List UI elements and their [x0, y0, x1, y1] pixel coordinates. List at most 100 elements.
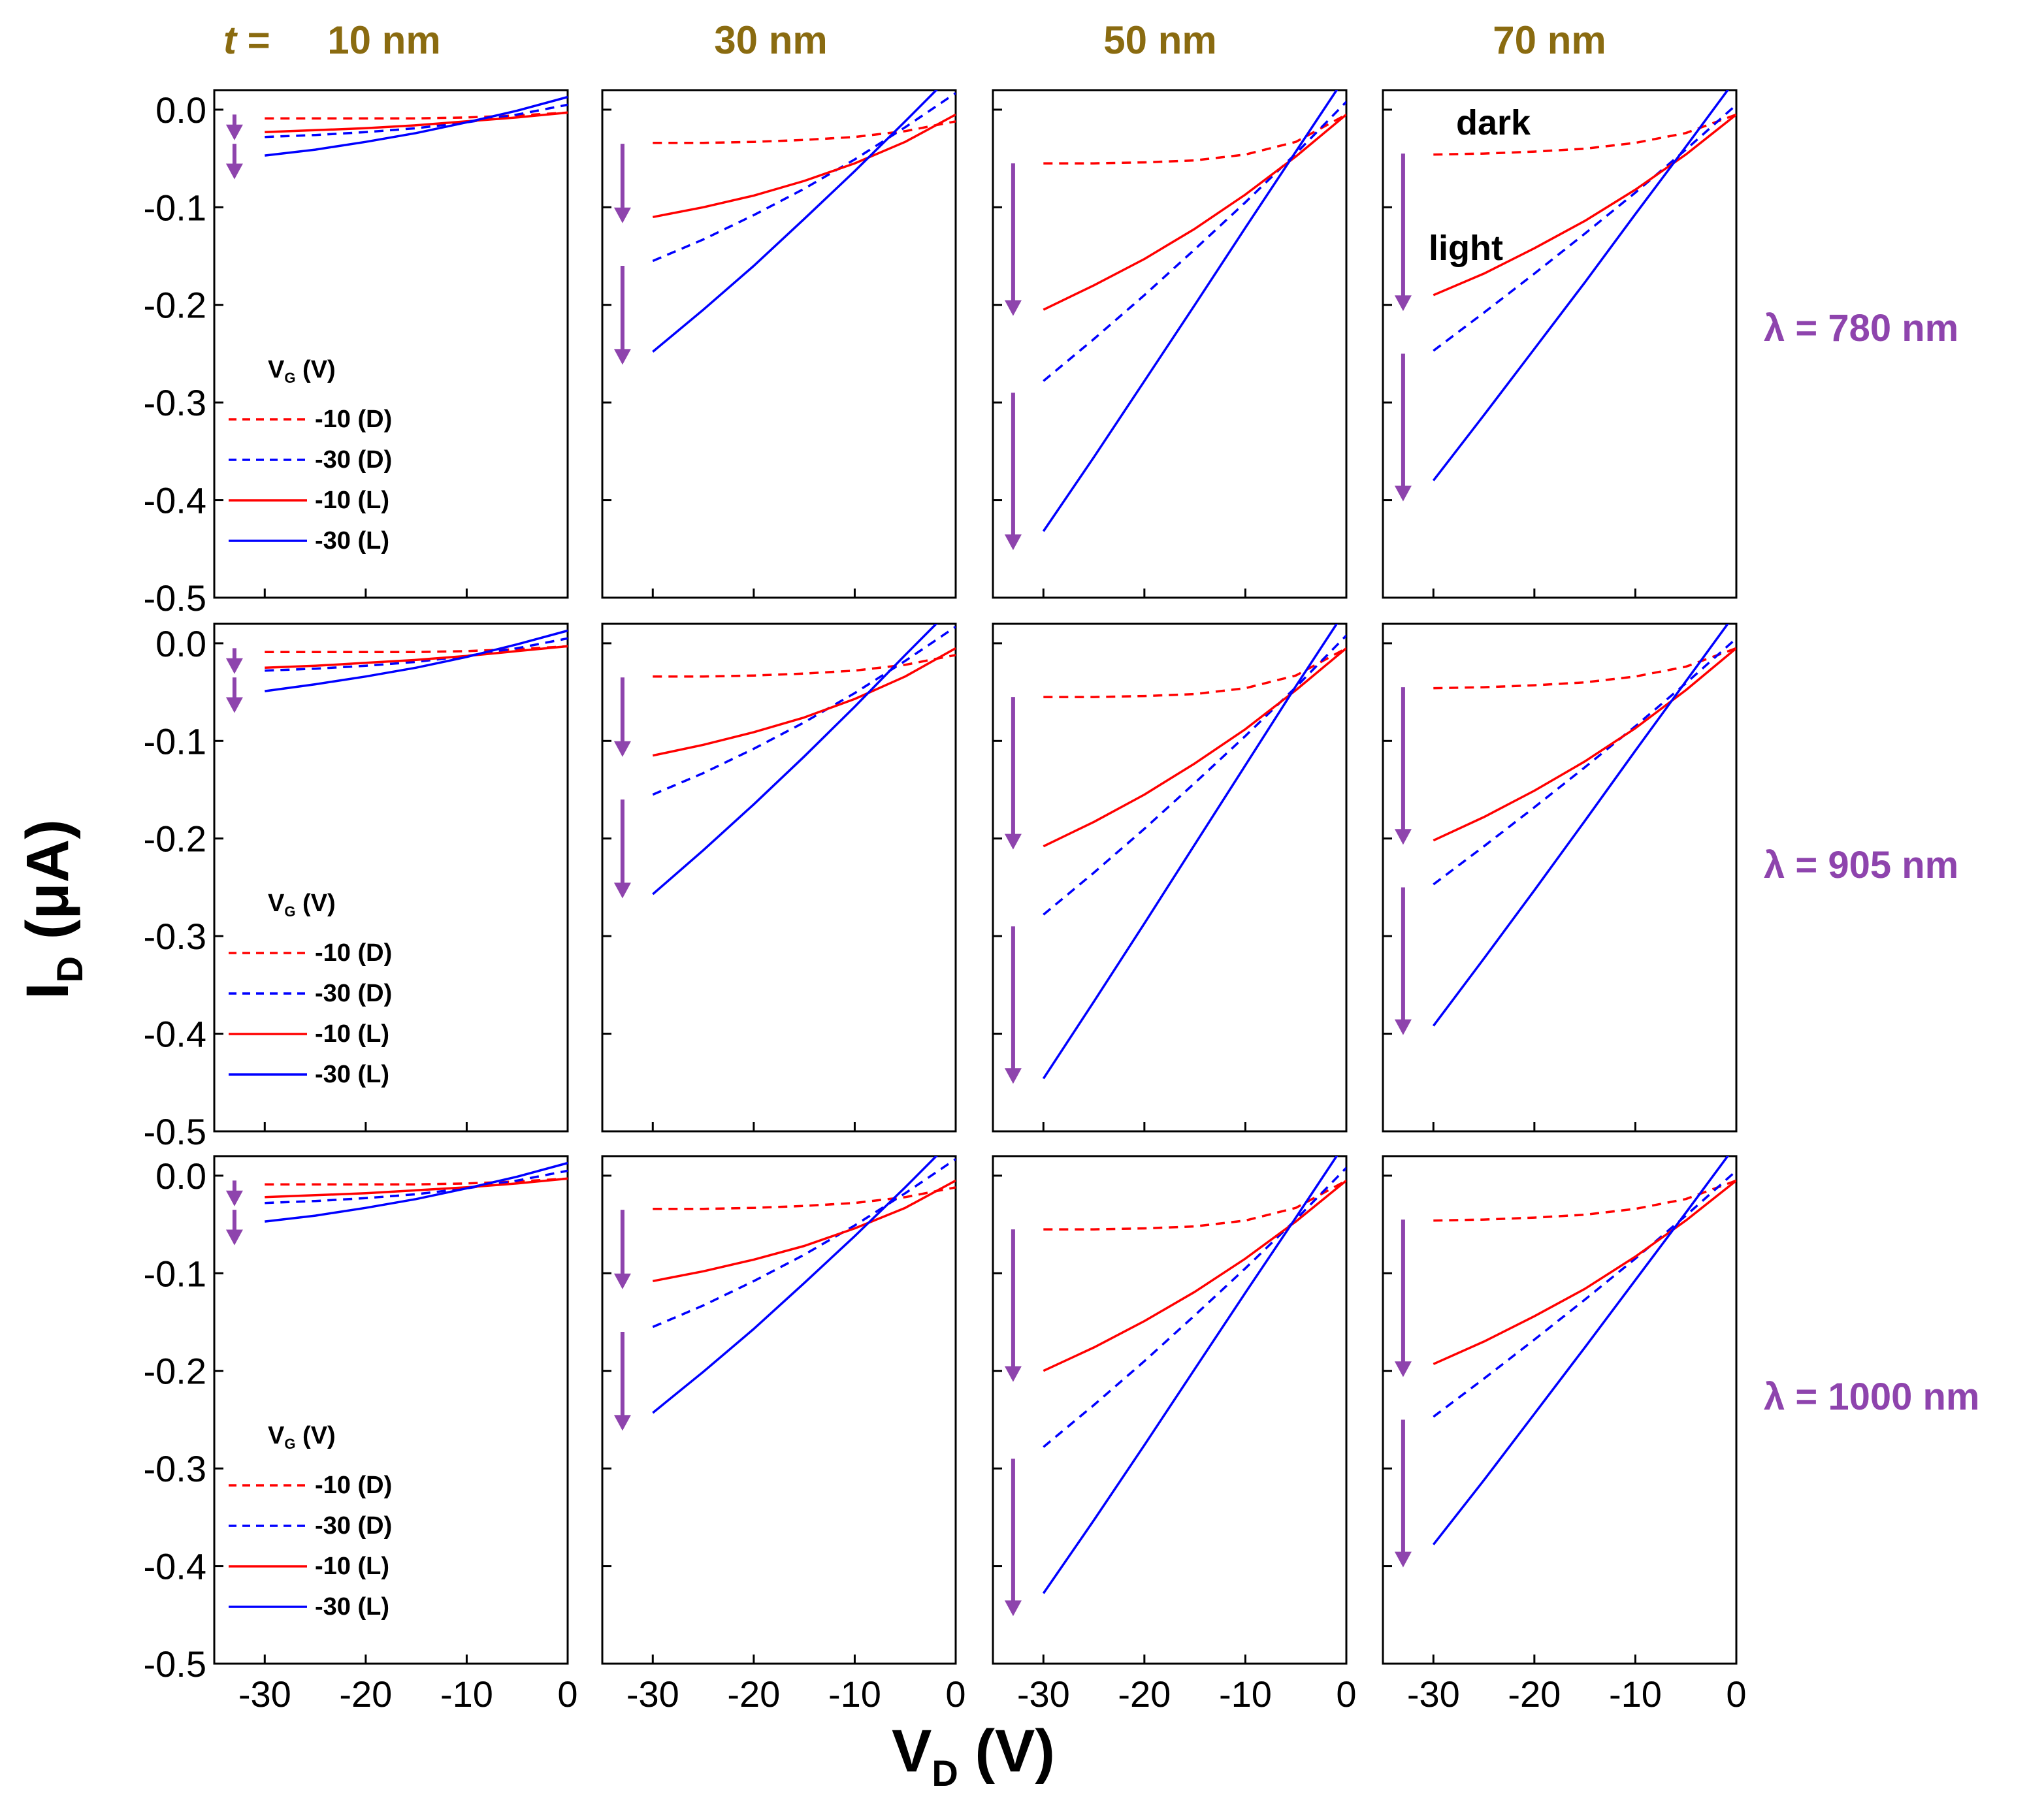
y-tick-label: -0.3	[144, 916, 207, 957]
series-line	[652, 113, 956, 219]
series-line	[1042, 90, 1338, 532]
col-title-70nm: 70 nm	[1493, 18, 1606, 62]
series-line	[653, 120, 956, 144]
x-tick-label: -10	[1609, 1673, 1662, 1715]
series-group	[1432, 1156, 1736, 1545]
col-title-50nm: 50 nm	[1103, 18, 1216, 62]
legend: VG (V) -10 (D) -30 (D) -10 (L) -30 (L)	[229, 890, 392, 1088]
row-title-780nm: λ = 780 nm	[1764, 307, 1958, 349]
y-tick-label: -0.4	[144, 480, 207, 521]
series-line	[265, 111, 568, 134]
series-line	[1043, 1167, 1346, 1448]
legend-title-main: V	[268, 890, 285, 917]
series-line	[652, 1179, 956, 1283]
arrow-head	[1004, 1068, 1022, 1084]
panels: 0.0 -0.1 -0.2 -0.3 -0.4 -0.5 VG (V) -10 (D) -30 …	[144, 89, 1747, 1715]
panel-r3-c3: -30 -20 -10 0	[992, 1155, 1357, 1715]
series-line	[265, 1169, 568, 1204]
series-line	[265, 637, 568, 672]
series-line	[1043, 647, 1346, 698]
panel-frame	[601, 1155, 957, 1665]
series-group	[1042, 90, 1346, 532]
x-tick-label: -20	[1118, 1673, 1171, 1715]
panel-r1-c3	[992, 89, 1348, 599]
series-line	[1042, 1156, 1338, 1594]
series-group	[1042, 1156, 1346, 1594]
arrow-head	[1394, 295, 1412, 312]
arrow-head	[1004, 534, 1022, 551]
x-tick-label: -20	[727, 1673, 780, 1715]
series-line	[265, 95, 568, 157]
y-tick-label: -0.5	[144, 1111, 207, 1152]
legend-label: -30 (L)	[315, 527, 389, 555]
x-tick-label: -30	[238, 1673, 291, 1715]
legend-title-main: V	[268, 1422, 285, 1449]
series-line	[652, 626, 956, 796]
legend-title: VG (V)	[268, 356, 336, 386]
panel-frame	[992, 1155, 1348, 1665]
x-tick-label: -20	[1508, 1673, 1561, 1715]
series-group	[652, 624, 956, 896]
series-line	[265, 645, 568, 669]
x-tick-label: 0	[1336, 1673, 1356, 1715]
row-title-1000nm: λ = 1000 nm	[1764, 1376, 1980, 1418]
series-group	[265, 95, 568, 157]
arrow-head	[225, 1190, 243, 1206]
x-tick-label: -30	[626, 1673, 679, 1715]
arrow-head	[225, 697, 243, 713]
series-line	[652, 1156, 938, 1414]
series-line	[265, 103, 568, 138]
row-title-905nm: λ = 905 nm	[1764, 844, 1958, 886]
x-tick-label: -20	[339, 1673, 392, 1715]
legend-label: -30 (L)	[315, 1061, 389, 1088]
panel-r3-c1: -30 -20 -10 0 0.0 -0.1 -0.2 -0.3 -0.4 -0.5 VG (V) -…	[144, 1155, 578, 1715]
series-line	[1433, 113, 1736, 156]
legend-label: -10 (L)	[315, 1020, 389, 1048]
panel-r3-c2: -30 -20 -10 0	[601, 1155, 966, 1715]
series-group	[652, 90, 956, 353]
arrow-head	[1394, 829, 1412, 845]
series-line	[1433, 647, 1736, 842]
series-line	[265, 1177, 568, 1199]
x-axis-title: VD (V)	[892, 1718, 1055, 1793]
series-line	[1043, 1180, 1346, 1372]
legend-title-sub: G	[284, 1436, 295, 1452]
legend-label: -10 (D)	[315, 939, 392, 967]
series-line	[265, 1161, 568, 1223]
series-line	[1043, 101, 1346, 382]
arrow-head	[1394, 1019, 1412, 1035]
y-tick-label: -0.2	[144, 285, 207, 326]
panel-frame	[1382, 89, 1738, 599]
series-line	[1043, 634, 1346, 916]
x-tick-label: -30	[1017, 1673, 1070, 1715]
y-axis-title-main: I	[14, 982, 81, 999]
arrow-head	[613, 1273, 631, 1289]
x-tick-label: 0	[557, 1673, 577, 1715]
column-titles: t = 10 nm 30 nm 50 nm 70 nm	[223, 18, 1606, 62]
legend: VG (V) -10 (D) -30 (D) -10 (L) -30 (L)	[229, 356, 392, 555]
arrow-head	[613, 741, 631, 757]
annotation-light: light	[1429, 229, 1503, 268]
legend-label: -10 (L)	[315, 1553, 389, 1580]
legend-label: -30 (L)	[315, 1593, 389, 1621]
series-line	[1433, 104, 1736, 352]
series-line	[1043, 113, 1346, 165]
legend-label: -10 (L)	[315, 487, 389, 514]
panel-frame	[1382, 1155, 1738, 1665]
y-tick-label: -0.1	[144, 720, 207, 762]
series-line	[1043, 1179, 1346, 1231]
legend-title-sub: G	[284, 903, 295, 920]
panel-frame	[1382, 622, 1738, 1133]
series-line	[1043, 647, 1346, 848]
y-tick-label: -0.5	[144, 577, 207, 619]
series-line	[652, 647, 956, 757]
series-line	[1433, 1180, 1736, 1365]
x-tick-label: -10	[828, 1673, 881, 1715]
arrow-head	[613, 207, 631, 223]
col-title-t-symbol: t	[223, 18, 238, 62]
y-tick-label: 0.0	[155, 89, 206, 131]
panel-frame	[992, 89, 1348, 599]
series-line	[1043, 114, 1346, 311]
series-line	[1042, 624, 1338, 1080]
